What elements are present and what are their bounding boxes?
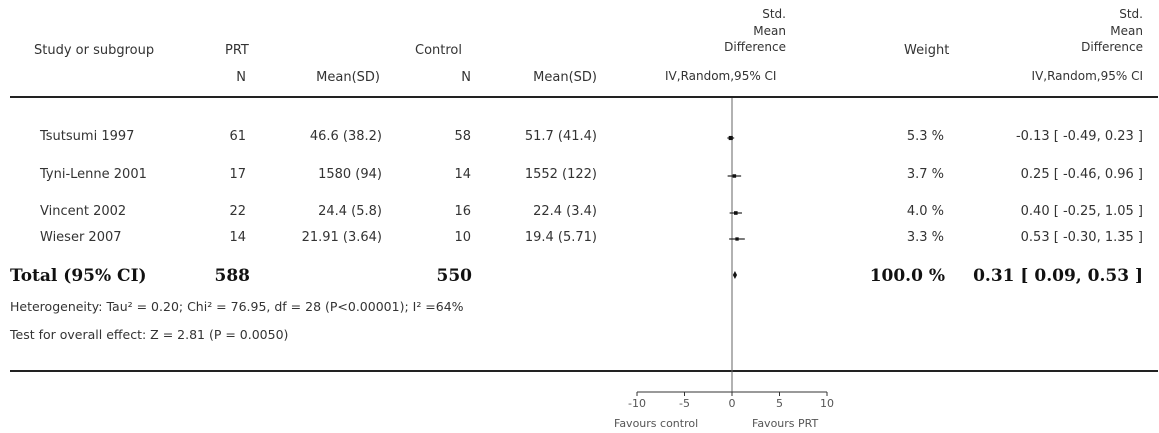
- study-point: [732, 174, 737, 178]
- x-tick-label: 5: [776, 397, 783, 410]
- control-mean-sd: 51.7 (41.4): [524, 129, 597, 144]
- prt-mean-sd: 24.4 (5.8): [318, 204, 382, 219]
- plot-title-line-3: Difference: [724, 40, 786, 54]
- study-name: Tyni-Lenne 2001: [40, 167, 147, 182]
- plot-title-line-2: Mean: [753, 24, 786, 38]
- smd-col-method-header: IV,Random,95% CI: [1031, 69, 1143, 83]
- smd-ci-value: -0.13 [ -0.49, 0.23 ]: [1015, 129, 1143, 144]
- control-n-header: N: [461, 70, 471, 85]
- weight-value: 3.7 %: [906, 167, 944, 182]
- overall-effect-note: Test for overall effect: Z = 2.81 (P = 0…: [10, 327, 289, 342]
- smd-ci-value: 0.53 [ -0.30, 1.35 ]: [1020, 230, 1143, 245]
- prt-mean-sd: 21.91 (3.64): [301, 230, 382, 245]
- prt-n: 61: [229, 129, 246, 144]
- control-mean-sd: 22.4 (3.4): [533, 204, 597, 219]
- control-mean-sd: 1552 (122): [524, 167, 597, 182]
- footer-divider: [10, 370, 1158, 372]
- study-name: Wieser 2007: [40, 230, 122, 245]
- control-n: 10: [454, 230, 471, 245]
- total-label: Total (95% CI): [10, 266, 147, 286]
- control-n: 14: [454, 167, 471, 182]
- x-tick-label: 0: [729, 397, 736, 410]
- weight-value: 5.3 %: [906, 129, 944, 144]
- prt-n: 22: [229, 204, 246, 219]
- pooled-diamond: [732, 271, 738, 279]
- study-point: [735, 237, 739, 241]
- prt-n: 14: [229, 230, 246, 245]
- smd-col-title-line-1: Std.: [1119, 7, 1143, 21]
- study-point: [728, 135, 733, 141]
- favours-prt-label: Favours PRT: [752, 417, 819, 430]
- prt-mean-sd-header: Mean(SD): [316, 70, 380, 85]
- study-name: Vincent 2002: [40, 204, 127, 219]
- col-control-header: Control: [415, 43, 462, 58]
- col-study-header: Study or subgroup: [34, 43, 155, 58]
- weight-value: 4.0 %: [906, 204, 944, 219]
- header-divider: [10, 96, 1158, 98]
- plot-method-header: IV,Random,95% CI: [665, 69, 777, 83]
- x-tick-label: -10: [628, 397, 646, 410]
- x-tick-label: 10: [820, 397, 834, 410]
- total-prt-n: 588: [214, 266, 251, 286]
- study-name: Tsutsumi 1997: [40, 129, 135, 144]
- total-smd-ci: 0.31 [ 0.09, 0.53 ]: [973, 266, 1143, 286]
- weight-header: Weight: [904, 43, 950, 58]
- control-n: 16: [454, 204, 471, 219]
- smd-ci-value: 0.25 [ -0.46, 0.96 ]: [1020, 167, 1143, 182]
- control-mean-sd: 19.4 (5.71): [524, 230, 597, 245]
- prt-mean-sd: 46.6 (38.2): [309, 129, 382, 144]
- control-n: 58: [454, 129, 471, 144]
- control-mean-sd-header: Mean(SD): [533, 70, 597, 85]
- prt-n: 17: [229, 167, 246, 182]
- study-point: [734, 211, 738, 215]
- plot-title-line-1: Std.: [762, 7, 786, 21]
- prt-n-header: N: [236, 70, 246, 85]
- prt-mean-sd: 1580 (94): [318, 167, 382, 182]
- total-control-n: 550: [436, 266, 473, 286]
- smd-col-title-line-3: Difference: [1081, 40, 1143, 54]
- x-tick-label: -5: [679, 397, 690, 410]
- smd-ci-value: 0.40 [ -0.25, 1.05 ]: [1020, 204, 1143, 219]
- weight-value: 3.3 %: [906, 230, 944, 245]
- total-weight: 100.0 %: [869, 266, 945, 286]
- smd-col-title-line-2: Mean: [1110, 24, 1143, 38]
- heterogeneity-note: Heterogeneity: Tau² = 0.20; Chi² = 76.95…: [10, 299, 464, 314]
- col-prt-header: PRT: [225, 43, 249, 58]
- favours-control-label: Favours control: [614, 417, 699, 430]
